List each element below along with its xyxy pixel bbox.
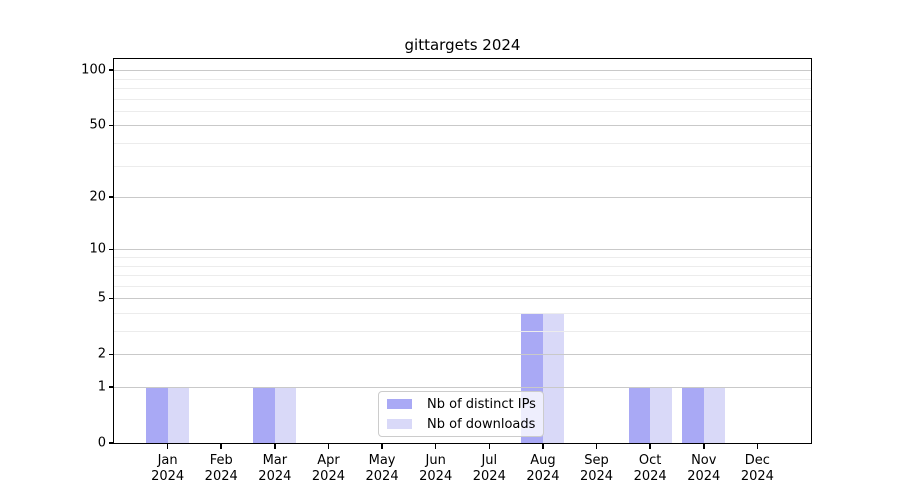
gridline-major	[114, 70, 811, 72]
x-tick-mark	[756, 444, 759, 449]
gridline-minor	[114, 110, 811, 112]
gridline-minor	[114, 256, 811, 258]
x-tick-mark	[434, 444, 437, 449]
y-tick-mark	[108, 442, 114, 444]
gridline-minor	[114, 98, 811, 100]
y-tick-label: 10	[89, 241, 106, 257]
gridline-minor	[114, 265, 811, 267]
legend-entry-downloads: Nb of downloads	[385, 415, 537, 433]
bar-distinct-ips	[682, 387, 704, 443]
gridline-minor	[114, 165, 811, 167]
x-tick-label: May 2024	[365, 453, 399, 484]
bar-downloads	[167, 387, 190, 443]
x-tick-label: Mar 2024	[258, 453, 292, 484]
y-tick-label: 100	[81, 62, 106, 78]
x-tick-label: Aug 2024	[526, 453, 560, 484]
x-tick-label: Nov 2024	[687, 453, 721, 484]
y-tick-mark	[108, 196, 114, 198]
gridline-major	[114, 125, 811, 127]
bar-distinct-ips	[146, 387, 168, 443]
x-tick-mark	[542, 444, 544, 449]
y-tick-label: 5	[97, 290, 106, 306]
legend-swatch-downloads	[387, 419, 412, 429]
x-tick-mark	[327, 444, 330, 449]
gridline-minor	[114, 331, 811, 332]
y-tick-mark	[108, 297, 114, 299]
legend: Nb of distinct IPs Nb of downloads	[378, 391, 544, 437]
x-tick-mark	[381, 444, 383, 449]
legend-swatch-distinct-ips	[387, 399, 412, 409]
x-tick-label: Sep 2024	[579, 453, 614, 484]
y-tick-label: 20	[89, 189, 106, 205]
plot-area	[113, 58, 812, 444]
chart-title: gittargets 2024	[404, 36, 521, 54]
gridline-major	[114, 354, 811, 356]
gridline-minor	[114, 78, 811, 80]
bar-downloads	[542, 312, 565, 443]
gridline-major	[114, 298, 811, 300]
legend-entry-distinct-ips: Nb of distinct IPs	[385, 395, 537, 413]
gridline-major	[114, 249, 811, 251]
y-tick-mark	[108, 124, 114, 127]
gridline-major	[114, 387, 811, 388]
legend-label-downloads: Nb of downloads	[427, 416, 536, 432]
y-tick-mark	[108, 248, 114, 251]
gridline-minor	[114, 88, 811, 89]
x-tick-label: Apr 2024	[311, 453, 345, 484]
bar-distinct-ips	[628, 387, 651, 443]
y-tick-label: 1	[97, 379, 106, 395]
x-tick-mark	[166, 444, 169, 449]
x-tick-mark	[488, 444, 491, 449]
y-tick-label: 2	[97, 346, 106, 362]
x-tick-label: Oct 2024	[633, 453, 667, 484]
y-tick-label: 50	[89, 117, 106, 133]
bar-downloads	[274, 387, 297, 443]
gridline-minor	[114, 285, 811, 287]
y-tick-mark	[108, 386, 114, 388]
x-tick-mark	[595, 444, 598, 449]
y-tick-label: 0	[97, 435, 106, 451]
x-tick-mark	[703, 444, 705, 449]
gridline-major	[114, 197, 811, 199]
x-tick-label: Feb 2024	[204, 453, 238, 484]
bar-distinct-ips	[253, 387, 275, 443]
x-tick-label: Jul 2024	[472, 453, 506, 484]
bar-downloads	[650, 387, 672, 443]
bar-downloads	[703, 387, 726, 443]
x-tick-label: Jan 2024	[151, 453, 185, 484]
gridline-minor	[114, 143, 811, 144]
x-tick-mark	[274, 444, 276, 449]
gridline-minor	[114, 312, 811, 314]
y-tick-mark	[108, 69, 114, 71]
x-tick-mark	[649, 444, 651, 449]
x-tick-mark	[220, 444, 222, 449]
gridline-minor	[114, 275, 811, 277]
x-tick-label: Dec 2024	[740, 453, 774, 484]
x-tick-label: Jun 2024	[419, 453, 453, 484]
y-tick-mark	[108, 353, 114, 355]
legend-label-distinct-ips: Nb of distinct IPs	[427, 396, 536, 412]
